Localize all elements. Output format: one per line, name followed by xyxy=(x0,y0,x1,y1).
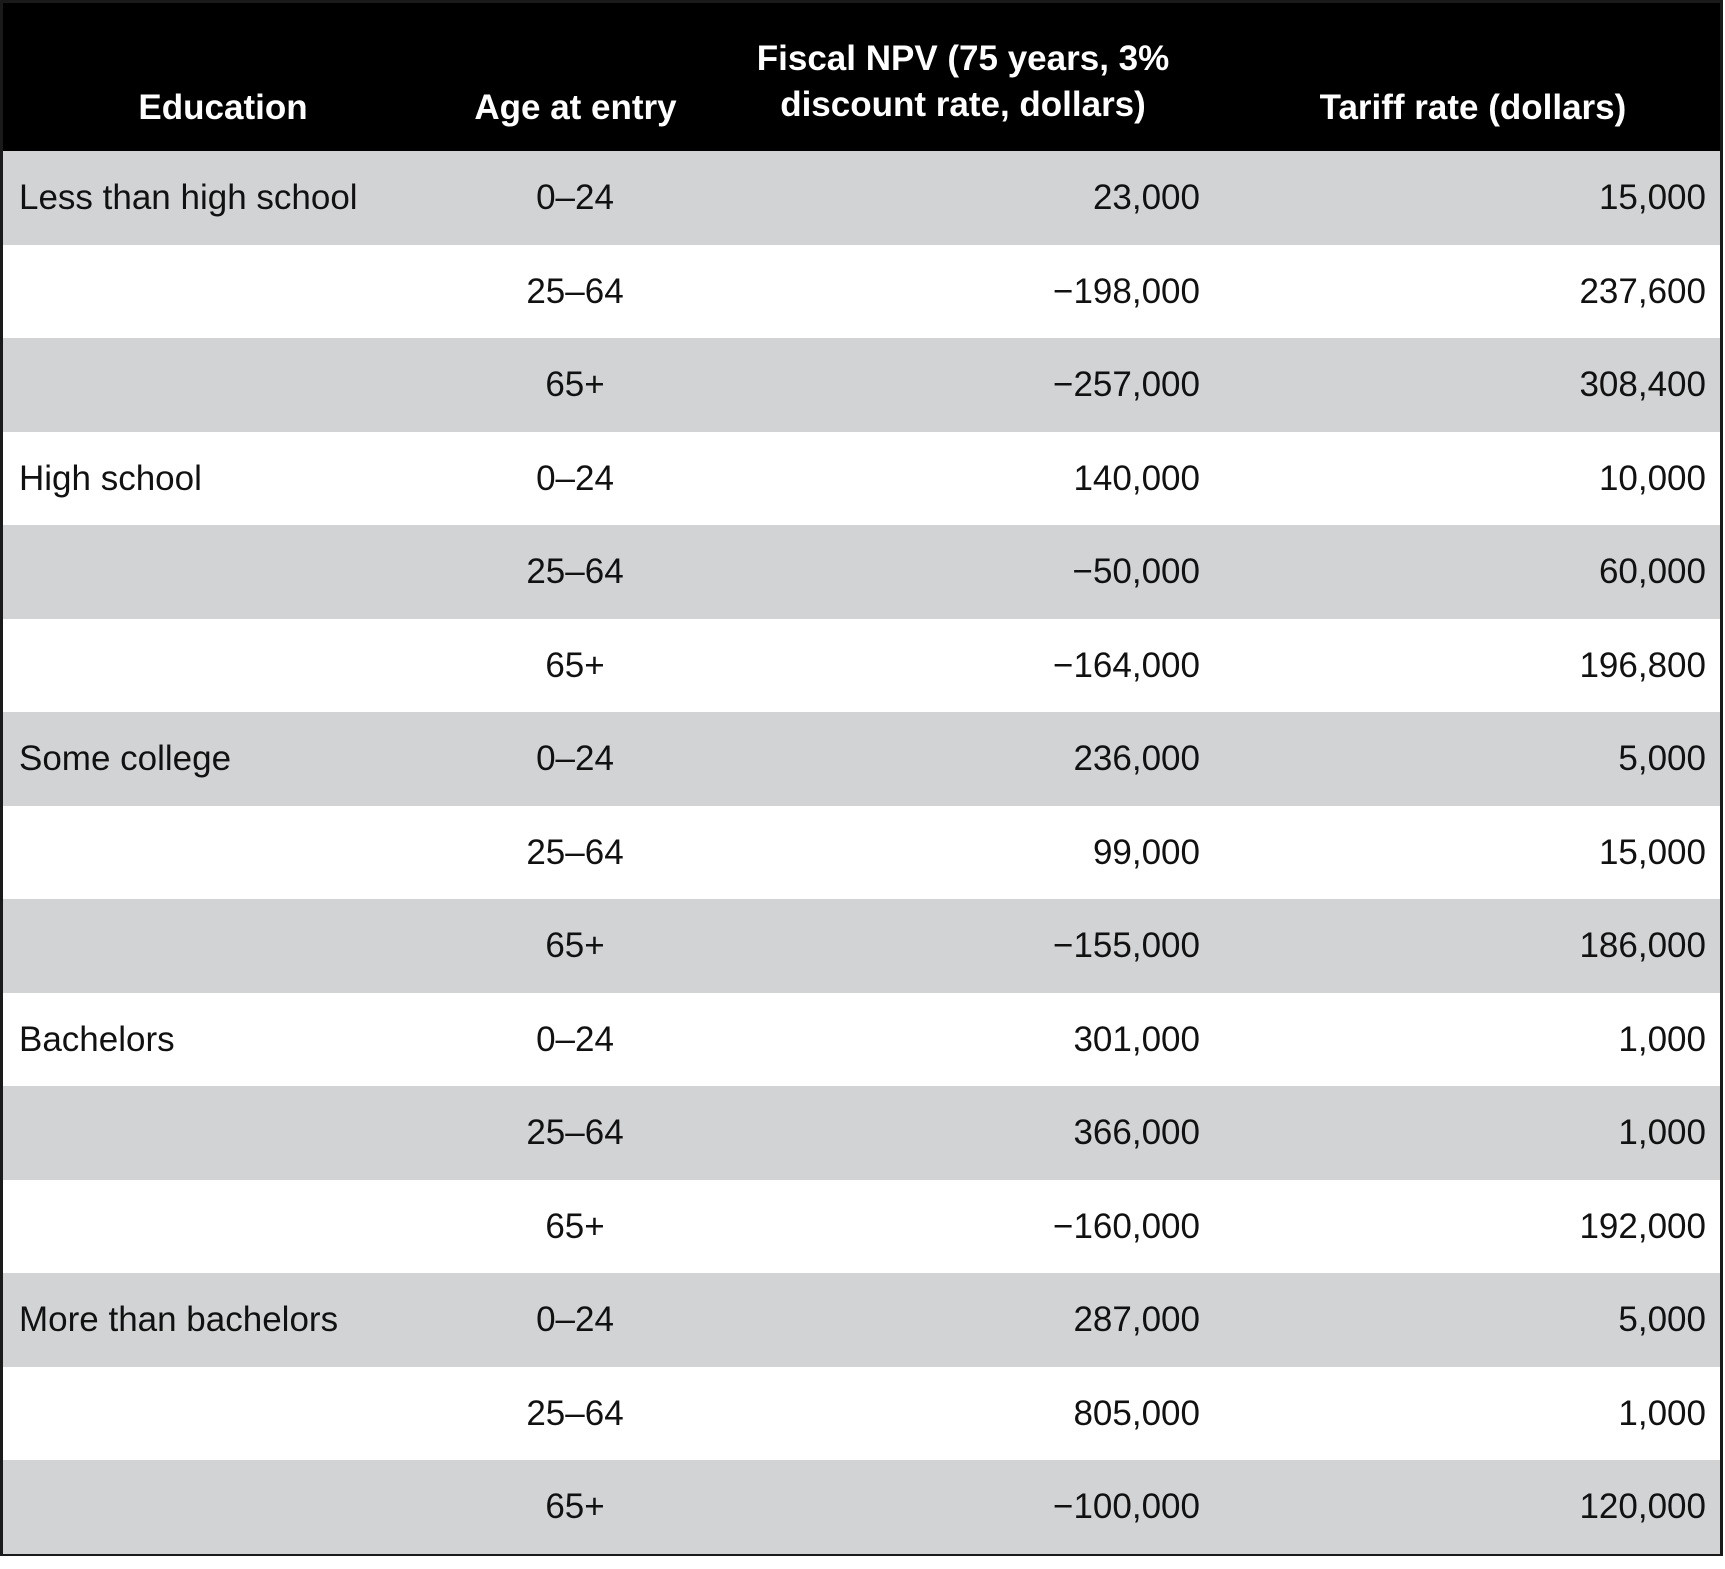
cell-tariff: 308,400 xyxy=(1579,365,1706,404)
table-row: 65+ −164,000 196,800 xyxy=(3,619,1720,713)
table-row: 25–64 −198,000 237,600 xyxy=(3,245,1720,339)
cell-npv: 99,000 xyxy=(1092,832,1200,872)
cell-age: 65+ xyxy=(545,1487,605,1526)
cell-npv: 301,000 xyxy=(1073,1019,1200,1059)
cell-tariff: 1,000 xyxy=(1618,1113,1706,1152)
cell-tariff: 196,800 xyxy=(1579,645,1706,685)
cell-tariff: 15,000 xyxy=(1598,178,1706,217)
header-education: Education xyxy=(138,88,308,127)
cell-age: 65+ xyxy=(545,645,605,685)
cell-age: 0–24 xyxy=(536,178,614,217)
table-row: Some college 0–24 236,000 5,000 xyxy=(3,712,1720,806)
cell-age: 65+ xyxy=(545,365,605,404)
cell-npv: −198,000 xyxy=(1053,271,1200,311)
cell-age: 0–24 xyxy=(536,1019,614,1059)
cell-age: 25–64 xyxy=(526,271,624,311)
cell-npv: −160,000 xyxy=(1053,1206,1200,1246)
cell-npv: 366,000 xyxy=(1073,1113,1200,1152)
cell-age: 65+ xyxy=(545,1206,605,1246)
cell-age: 65+ xyxy=(545,926,605,965)
table-row: 65+ −155,000 186,000 xyxy=(3,899,1720,993)
cell-age: 25–64 xyxy=(526,832,624,872)
table-row: 25–64 805,000 1,000 xyxy=(3,1367,1720,1461)
cell-age: 25–64 xyxy=(526,552,624,591)
cell-age: 0–24 xyxy=(536,739,614,778)
table-header: Education Age at entry Fiscal NPV (75 ye… xyxy=(3,3,1720,151)
cell-npv: −155,000 xyxy=(1053,926,1200,965)
header-age: Age at entry xyxy=(474,88,677,127)
cell-education: More than bachelors xyxy=(19,1300,339,1339)
table-row: Bachelors 0–24 301,000 1,000 xyxy=(3,993,1720,1087)
cell-age: 0–24 xyxy=(536,458,614,498)
cell-tariff: 10,000 xyxy=(1598,458,1706,498)
table-row: 25–64 −50,000 60,000 xyxy=(3,525,1720,619)
header-tariff: Tariff rate (dollars) xyxy=(1319,88,1627,127)
cell-tariff: 5,000 xyxy=(1618,739,1706,778)
cell-npv: −164,000 xyxy=(1053,645,1200,685)
cell-tariff: 120,000 xyxy=(1579,1487,1706,1526)
table-row: 65+ −160,000 192,000 xyxy=(3,1180,1720,1274)
cell-tariff: 237,600 xyxy=(1579,271,1706,311)
table-row: More than bachelors 0–24 287,000 5,000 xyxy=(3,1273,1720,1367)
cell-tariff: 186,000 xyxy=(1579,926,1706,965)
cell-tariff: 15,000 xyxy=(1598,832,1706,872)
table-row: Less than high school 0–24 23,000 15,000 xyxy=(3,151,1720,245)
cell-npv: 287,000 xyxy=(1073,1300,1200,1339)
cell-education: Some college xyxy=(19,739,232,778)
cell-npv: −50,000 xyxy=(1072,552,1201,591)
cell-npv: 236,000 xyxy=(1073,739,1200,778)
table-row: 25–64 366,000 1,000 xyxy=(3,1086,1720,1180)
cell-education: Less than high school xyxy=(19,178,358,217)
cell-education: High school xyxy=(19,458,202,498)
table-row: High school 0–24 140,000 10,000 xyxy=(3,432,1720,526)
cell-npv: 805,000 xyxy=(1073,1393,1200,1433)
cell-npv: −257,000 xyxy=(1053,365,1200,404)
header-npv: Fiscal NPV (75 years, 3% discount rate, … xyxy=(703,36,1223,128)
cell-npv: −100,000 xyxy=(1053,1487,1200,1526)
cell-education: Bachelors xyxy=(19,1019,175,1059)
cell-tariff: 1,000 xyxy=(1618,1019,1706,1059)
table-row: 65+ −100,000 120,000 xyxy=(3,1460,1720,1554)
table-row: 65+ −257,000 308,400 xyxy=(3,338,1720,432)
cell-tariff: 60,000 xyxy=(1598,552,1706,591)
table-row: 25–64 99,000 15,000 xyxy=(3,806,1720,900)
cell-age: 25–64 xyxy=(526,1113,624,1152)
header-npv-line2: discount rate, dollars) xyxy=(780,85,1146,124)
cell-age: 0–24 xyxy=(536,1300,614,1339)
cell-npv: 140,000 xyxy=(1073,458,1200,498)
cell-tariff: 192,000 xyxy=(1579,1206,1706,1246)
cell-age: 25–64 xyxy=(526,1393,624,1433)
cell-tariff: 5,000 xyxy=(1618,1300,1706,1339)
cell-npv: 23,000 xyxy=(1092,178,1200,217)
cell-tariff: 1,000 xyxy=(1618,1393,1706,1433)
header-npv-line1: Fiscal NPV (75 years, 3% xyxy=(756,39,1170,78)
